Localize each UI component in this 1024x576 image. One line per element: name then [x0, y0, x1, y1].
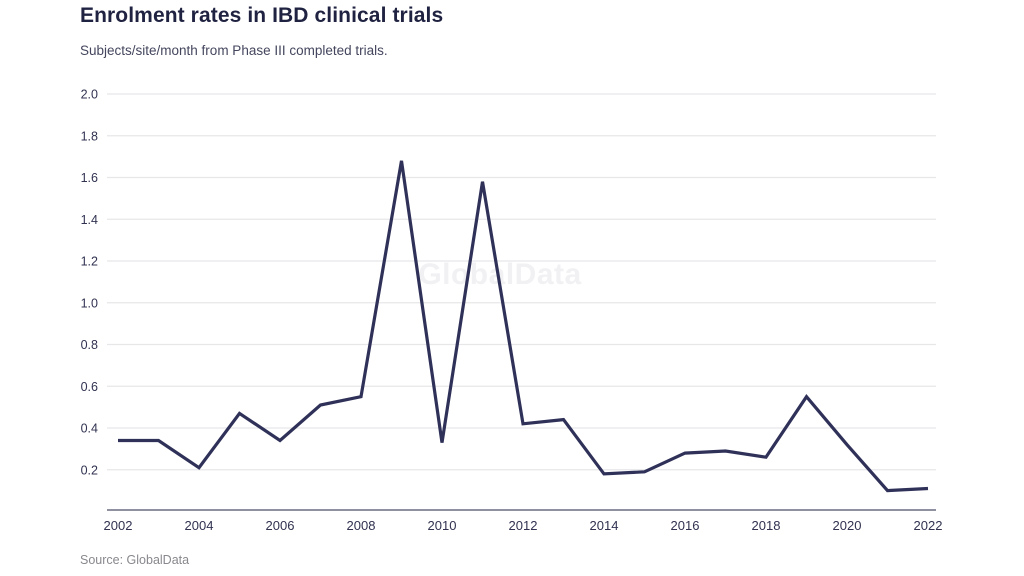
- y-axis-tick-label: 1.4: [81, 213, 98, 227]
- x-axis-tick-label: 2014: [590, 518, 619, 533]
- y-axis-tick-label: 1.8: [81, 129, 98, 143]
- x-axis-tick-label: 2006: [266, 518, 295, 533]
- x-axis-tick-label: 2012: [509, 518, 538, 533]
- x-axis-tick-label: 2010: [428, 518, 457, 533]
- enrolment-rate-data-line: [118, 160, 929, 493]
- y-axis-tick-label: 1.6: [81, 171, 98, 185]
- x-axis-tick-label: 2022: [914, 518, 943, 533]
- y-axis-tick-label: 1.0: [81, 296, 98, 310]
- source-attribution: Source: GlobalData: [80, 553, 190, 567]
- y-axis-tick-label: 0.8: [81, 338, 98, 352]
- x-axis-tick-label: 2004: [185, 518, 214, 533]
- y-axis-tick-label: 0.6: [81, 380, 98, 394]
- y-axis-tick-label: 0.4: [81, 422, 98, 436]
- y-axis-tick-label: 1.2: [81, 255, 98, 269]
- x-axis-tick-label: 2018: [752, 518, 781, 533]
- x-axis-tick-label: 2016: [671, 518, 700, 533]
- chart-subtitle: Subjects/site/month from Phase III compl…: [80, 43, 388, 58]
- chart-title: Enrolment rates in IBD clinical trials: [80, 4, 444, 27]
- x-axis-tick-label: 2002: [104, 518, 133, 533]
- y-axis-tick-label: 2.0: [81, 88, 98, 102]
- x-axis-tick-label: 2008: [347, 518, 376, 533]
- x-axis-tick-label: 2020: [833, 518, 862, 533]
- y-axis-tick-label: 0.2: [81, 463, 98, 477]
